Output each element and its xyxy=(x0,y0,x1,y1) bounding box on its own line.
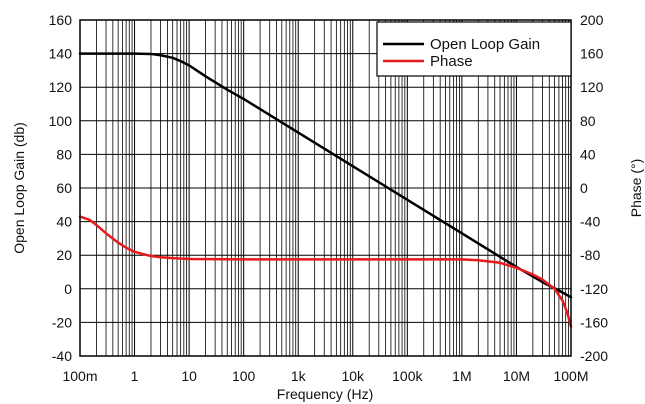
y-tick-label-left: 140 xyxy=(49,46,73,62)
y-tick-label-left: 120 xyxy=(49,79,73,95)
y-tick-label-right: 120 xyxy=(580,79,604,95)
legend-label-open-loop-gain: Open Loop Gain xyxy=(430,36,540,53)
y-tick-label-left: -20 xyxy=(52,314,72,330)
x-tick-label: 1 xyxy=(131,368,139,384)
plot-frame xyxy=(79,19,572,357)
y-tick-label-left: 60 xyxy=(56,180,72,196)
y-tick-label-right: 80 xyxy=(580,113,596,129)
y-tick-label-right: -40 xyxy=(580,214,600,230)
y-tick-label-left: -40 xyxy=(52,348,72,364)
y-tick-label-left: 20 xyxy=(56,247,72,263)
y-tick-label-right: -160 xyxy=(580,314,608,330)
y-tick-label-right: -200 xyxy=(580,348,608,364)
x-tick-label: 1M xyxy=(452,368,471,384)
legend-box xyxy=(376,21,572,77)
x-axis-title: Frequency (Hz) xyxy=(277,386,373,402)
y-axis-title-right: Phase (°) xyxy=(628,159,644,218)
y-tick-label-left: 40 xyxy=(56,214,72,230)
y-tick-label-right: 40 xyxy=(580,146,596,162)
series xyxy=(78,52,573,328)
y-tick-label-left: 0 xyxy=(64,281,72,297)
x-tick-label: 1k xyxy=(291,368,307,384)
y-tick-label-left: 160 xyxy=(49,12,73,28)
y-tick-label-right: 200 xyxy=(580,12,604,28)
y-tick-label-right: 0 xyxy=(580,180,588,196)
tick-labels: 100m 1 10 100 1k 10k 100k 1M 10M 100M 160 140 120 100… xyxy=(49,12,609,384)
x-tick-label: 100m xyxy=(62,368,97,384)
y-tick-label-right: 160 xyxy=(580,46,604,62)
y-tick-label-left: 80 xyxy=(56,146,72,162)
y-tick-label-right: -120 xyxy=(580,281,608,297)
y-tick-label-left: 100 xyxy=(49,113,73,129)
legend-label-phase: Phase xyxy=(430,53,473,70)
x-tick-label: 100k xyxy=(392,368,423,384)
x-tick-label: 100 xyxy=(232,368,256,384)
y-tick-label-right: -80 xyxy=(580,247,600,263)
x-tick-label: 10M xyxy=(503,368,530,384)
x-tick-label: 10 xyxy=(181,368,197,384)
legend: Open Loop Gain Phase xyxy=(376,21,572,77)
series-line-phase xyxy=(78,215,573,328)
x-tick-label: 10k xyxy=(341,368,365,384)
y-axis-title-left: Open Loop Gain (db) xyxy=(11,122,27,254)
x-tick-label: 100M xyxy=(553,368,588,384)
